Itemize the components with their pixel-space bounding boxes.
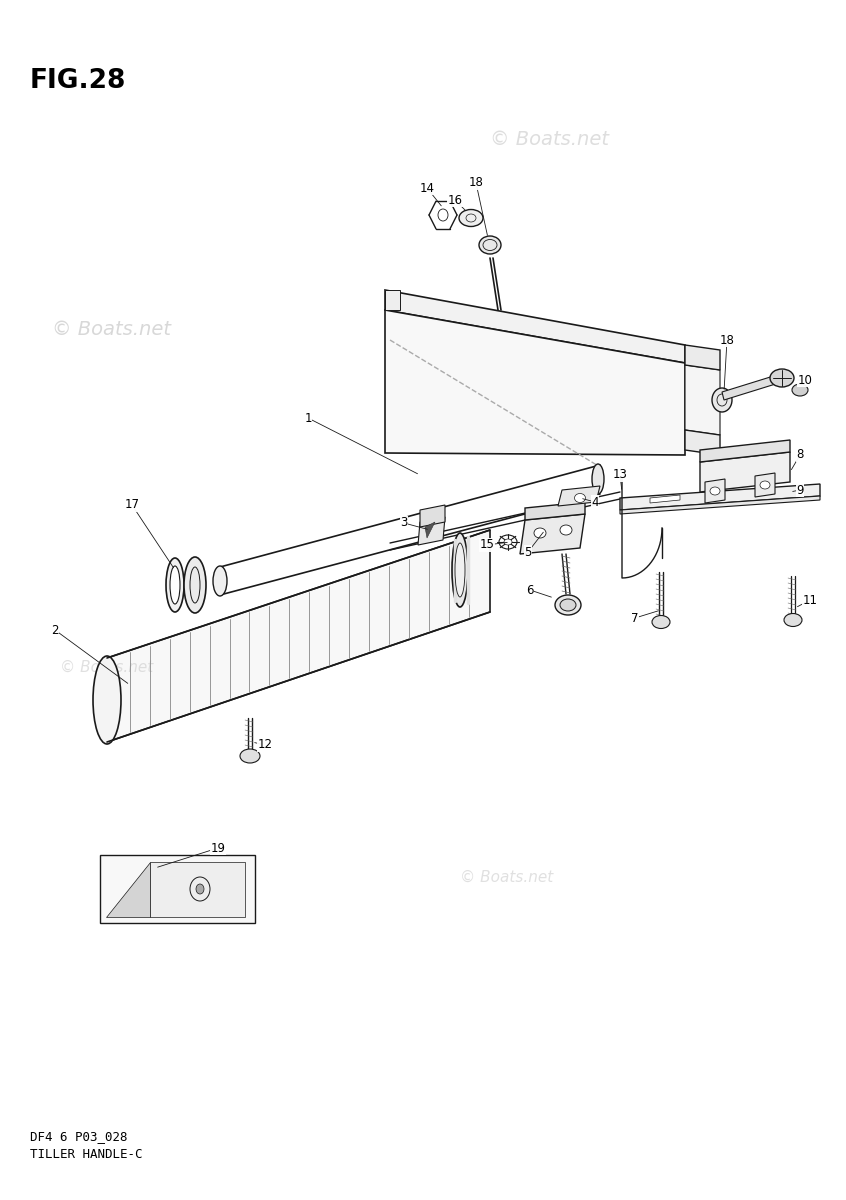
- Bar: [100, 854, 255, 923]
- Polygon shape: [685, 346, 720, 370]
- Text: © Boats.net: © Boats.net: [60, 660, 153, 674]
- Text: TILLER HANDLE-C: TILLER HANDLE-C: [30, 1148, 142, 1162]
- Text: 2: 2: [52, 624, 58, 636]
- Text: DF4 6 P03_028: DF4 6 P03_028: [30, 1130, 128, 1142]
- Ellipse shape: [452, 533, 468, 607]
- Polygon shape: [705, 479, 725, 503]
- Ellipse shape: [652, 616, 670, 629]
- Text: 4: 4: [591, 496, 599, 509]
- Ellipse shape: [170, 566, 180, 604]
- Ellipse shape: [792, 384, 808, 396]
- Polygon shape: [385, 310, 685, 455]
- Polygon shape: [525, 502, 585, 520]
- Ellipse shape: [555, 595, 581, 614]
- Text: 19: 19: [211, 841, 226, 854]
- Polygon shape: [385, 290, 685, 362]
- Text: 1: 1: [305, 412, 311, 425]
- Ellipse shape: [534, 528, 546, 538]
- Polygon shape: [620, 496, 820, 514]
- Ellipse shape: [784, 613, 802, 626]
- Ellipse shape: [574, 493, 585, 503]
- Polygon shape: [106, 862, 150, 917]
- Text: © Boats.net: © Boats.net: [52, 320, 171, 338]
- Text: 16: 16: [448, 193, 463, 206]
- Ellipse shape: [196, 884, 204, 894]
- Text: FIG.28: FIG.28: [30, 68, 126, 94]
- Bar: [150, 862, 245, 917]
- Ellipse shape: [592, 464, 604, 494]
- Ellipse shape: [504, 539, 512, 545]
- Polygon shape: [722, 374, 782, 400]
- Polygon shape: [420, 505, 445, 527]
- Ellipse shape: [479, 236, 501, 254]
- Text: 6: 6: [526, 583, 534, 596]
- Polygon shape: [685, 430, 720, 455]
- Ellipse shape: [184, 557, 206, 613]
- Ellipse shape: [770, 370, 794, 386]
- Text: 11: 11: [803, 594, 817, 606]
- Polygon shape: [620, 484, 820, 510]
- Text: 3: 3: [400, 516, 408, 529]
- Ellipse shape: [710, 487, 720, 494]
- Polygon shape: [700, 440, 790, 462]
- Text: 8: 8: [796, 449, 804, 462]
- Text: © Boats.net: © Boats.net: [460, 870, 553, 886]
- Ellipse shape: [240, 749, 260, 763]
- Ellipse shape: [560, 599, 576, 611]
- Polygon shape: [558, 486, 600, 506]
- Text: 10: 10: [798, 373, 812, 386]
- Text: 18: 18: [720, 334, 734, 347]
- Polygon shape: [685, 365, 720, 434]
- Ellipse shape: [712, 388, 732, 412]
- Text: © Boats.net: © Boats.net: [490, 130, 609, 149]
- Text: 17: 17: [124, 498, 140, 511]
- Ellipse shape: [166, 558, 184, 612]
- Polygon shape: [755, 473, 775, 497]
- Polygon shape: [418, 517, 445, 545]
- Polygon shape: [385, 290, 400, 310]
- Text: 18: 18: [469, 176, 483, 190]
- Ellipse shape: [93, 656, 121, 744]
- Ellipse shape: [560, 526, 572, 535]
- Polygon shape: [520, 514, 585, 554]
- Polygon shape: [107, 530, 490, 742]
- Text: 15: 15: [480, 539, 494, 552]
- Ellipse shape: [459, 210, 483, 227]
- Polygon shape: [650, 494, 680, 503]
- Text: 9: 9: [796, 484, 804, 497]
- Polygon shape: [425, 522, 435, 538]
- Ellipse shape: [760, 481, 770, 490]
- Text: 12: 12: [257, 738, 272, 751]
- Ellipse shape: [213, 566, 227, 596]
- Polygon shape: [700, 452, 790, 492]
- Text: 13: 13: [613, 468, 628, 481]
- Ellipse shape: [455, 542, 465, 596]
- Text: 7: 7: [631, 612, 639, 624]
- Text: 5: 5: [525, 546, 531, 558]
- Text: 14: 14: [420, 181, 435, 194]
